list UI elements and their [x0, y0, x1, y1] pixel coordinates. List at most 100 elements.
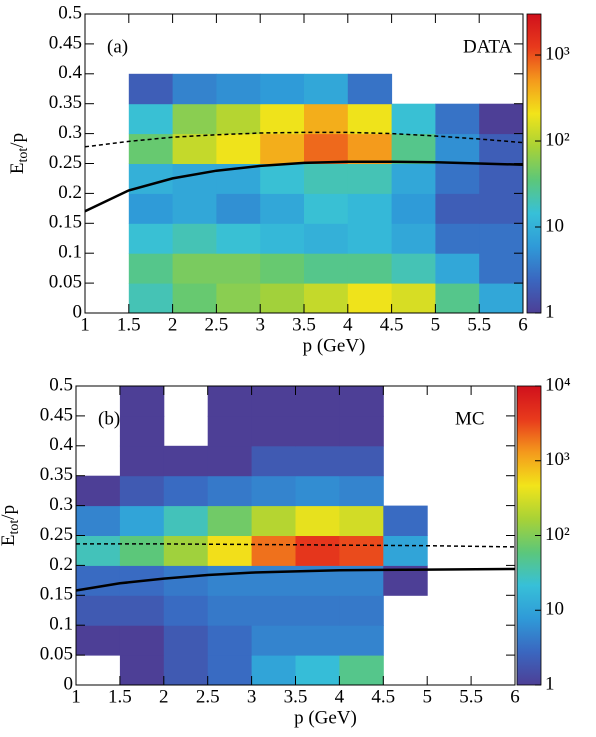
heat-cell [479, 163, 524, 194]
y-tick-label: 0.2 [49, 554, 73, 575]
heat-cell [304, 73, 349, 105]
heat-cell [295, 415, 340, 447]
y-tick-label: 0.1 [49, 614, 73, 635]
heat-cell [347, 163, 393, 194]
heat-cell [172, 253, 217, 284]
heat-cell [339, 505, 384, 536]
heat-cell [339, 625, 384, 656]
heat-cell [339, 386, 384, 417]
heat-cell [76, 625, 121, 656]
heat-cell [260, 163, 305, 194]
x-tick-label: 3 [255, 314, 265, 335]
y-axis-label-part: tot [7, 520, 22, 535]
heat-cell [76, 595, 121, 626]
colorbar-tick-label: 10 [545, 215, 564, 236]
heat-cell [391, 193, 436, 224]
y-tick-label: 0.4 [58, 62, 82, 83]
heat-cell [216, 73, 261, 105]
heat-cell [339, 445, 384, 477]
x-tick-label: 2 [159, 686, 169, 707]
heat-cell [435, 193, 480, 224]
heat-cell [251, 535, 296, 566]
heat-cell [339, 535, 384, 566]
y-tick-label: 0.05 [40, 643, 73, 664]
x-tick-label: 5.5 [467, 314, 491, 335]
heat-cell [207, 505, 253, 536]
heat-cell [260, 103, 305, 135]
heat-cell [207, 655, 253, 686]
heat-cell [435, 253, 480, 284]
heat-cell [207, 595, 253, 626]
heat-cell [347, 253, 393, 284]
y-tick-label: 0 [64, 673, 74, 694]
heat-cell [251, 655, 296, 686]
heat-cell [295, 655, 340, 686]
heat-cell [216, 223, 261, 254]
y-axis-label-part: E [0, 534, 19, 546]
colorbar-tick-label: 1 [545, 301, 555, 322]
heat-cell [260, 133, 305, 164]
heat-cell [128, 133, 174, 164]
heat-cell [304, 163, 349, 194]
heat-cell [339, 415, 384, 447]
heat-cell [295, 475, 340, 507]
heat-cell [304, 223, 349, 254]
heat-cell [119, 655, 165, 686]
y-tick-label: 0.3 [49, 494, 73, 515]
heat-cell [304, 253, 349, 284]
colorbar-tick-label: 10² [545, 129, 570, 150]
y-axis-label: Etot/p [0, 505, 22, 546]
heat-cell [339, 475, 384, 507]
heat-cell [163, 655, 209, 686]
heat-cell [391, 223, 436, 254]
heat-cell [207, 625, 253, 656]
heat-cell [207, 475, 253, 507]
heat-cell [172, 163, 217, 194]
y-tick-label: 0.15 [49, 212, 82, 233]
colorbar-tick-label: 1 [545, 673, 555, 694]
y-tick-label: 0.2 [58, 182, 82, 203]
heat-cell [216, 253, 261, 284]
x-tick-label: 1.5 [117, 314, 141, 335]
y-tick-label: 0.5 [58, 2, 82, 23]
heat-cell [251, 595, 296, 626]
heat-cell [339, 655, 384, 686]
heat-cell [479, 193, 524, 224]
heat-cell [304, 133, 349, 164]
x-tick-label: 1 [71, 686, 81, 707]
x-tick-label: 4 [343, 314, 353, 335]
heat-cell [479, 223, 524, 254]
y-tick-label: 0 [73, 301, 83, 322]
heat-cell [295, 505, 340, 536]
heat-cell [128, 73, 174, 105]
heat-cell [128, 103, 174, 135]
heat-cell [76, 475, 121, 507]
heat-cell [391, 283, 436, 314]
heat-cell [251, 625, 296, 656]
heat-cell [172, 193, 217, 224]
x-axis-label: p (GeV) [294, 707, 357, 728]
heat-cell [163, 565, 209, 596]
y-tick-label: 0.45 [40, 404, 73, 425]
x-tick-label: 2.5 [196, 686, 220, 707]
x-tick-label: 3.5 [292, 314, 316, 335]
y-axis-label-part: tot [16, 148, 31, 163]
panel-label: (a) [107, 36, 128, 57]
x-tick-label: 6 [510, 686, 520, 707]
x-tick-label: 5 [431, 314, 441, 335]
heat-cell [304, 193, 349, 224]
heat-cell [163, 595, 209, 626]
heat-cell [347, 133, 393, 164]
heat-cell [435, 103, 480, 135]
heat-cell [295, 625, 340, 656]
heat-cell [216, 193, 261, 224]
heat-cell [295, 386, 340, 417]
heat-cell [128, 223, 174, 254]
heat-cell [119, 386, 165, 417]
heat-cell [119, 625, 165, 656]
x-axis-label: p (GeV) [303, 335, 366, 356]
heat-cell [251, 386, 296, 417]
heat-cell [128, 193, 174, 224]
heat-cell [251, 415, 296, 447]
